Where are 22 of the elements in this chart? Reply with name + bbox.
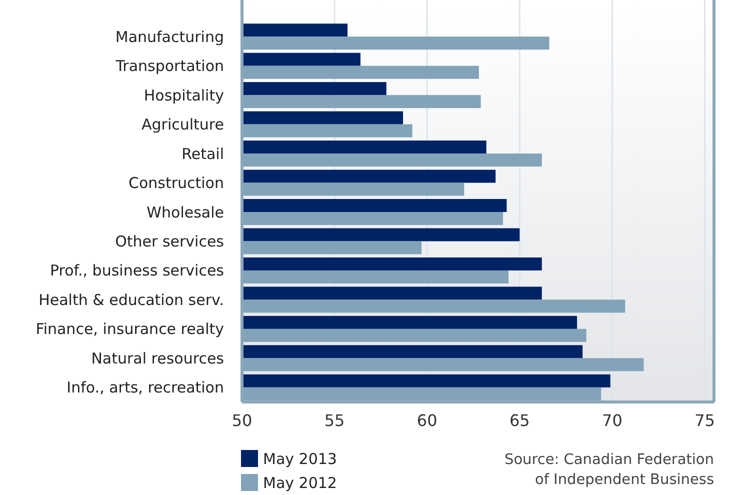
y-tick-label: Prof., business services [50,262,224,280]
y-tick-label: Construction [128,174,224,192]
x-tick-label: 55 [324,411,345,430]
source-note: Source: Canadian Federation of Independent Business [504,452,714,488]
x-tick-label: 50 [232,411,252,430]
y-tick-label: Finance, insurance realty [36,320,224,338]
y-tick-label: Other services [115,232,224,250]
y-tick-label: Hospitality [144,86,224,104]
y-tick-label: Transportation [114,57,224,76]
x-tick-label: 70 [602,411,622,430]
y-tick-label: Info., arts, recreation [66,378,224,397]
legend-label: May 2013 [263,450,337,468]
y-tick-label: Retail [182,144,224,163]
x-tick-label: 75 [694,411,715,430]
y-tick-label: Agriculture [142,116,224,134]
y-tick-label: Health & education serv. [38,290,224,309]
legend-label: May 2012 [263,474,337,492]
x-tick-label: 60 [416,411,438,430]
y-tick-label: Manufacturing [115,28,224,46]
y-tick-label: Natural resources [91,349,224,368]
x-tick-label: 65 [509,411,530,430]
y-tick-label: Wholesale [146,203,224,222]
